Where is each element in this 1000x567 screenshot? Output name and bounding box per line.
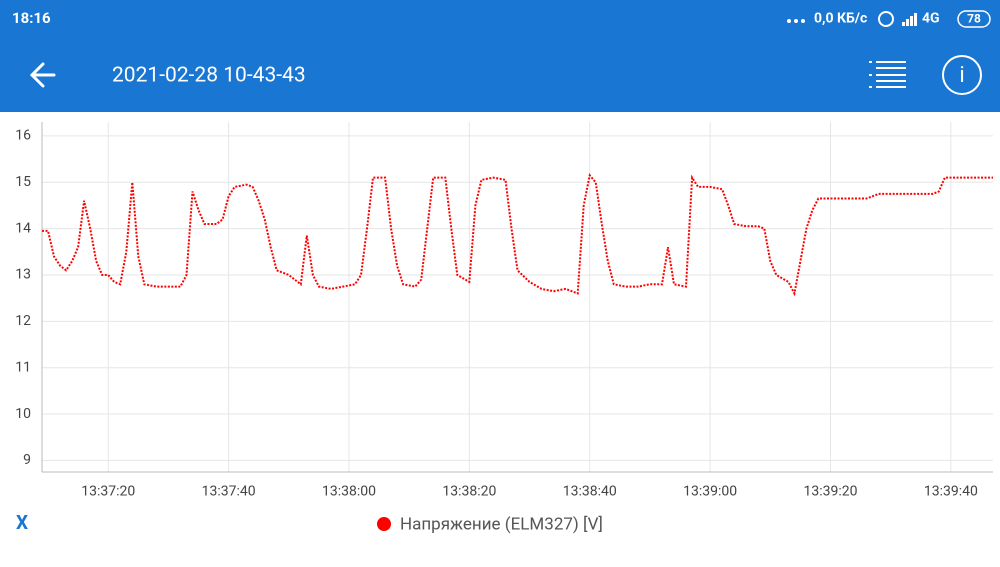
list-button[interactable]: [869, 61, 906, 88]
x-tick-label: 13:38:00: [322, 484, 376, 500]
network-type: 4G: [922, 11, 940, 27]
x-tick-label: 13:37:40: [202, 484, 256, 500]
plot: 9 10 11 12 13 14 15 16 13:37:20 13:37:40 13:38:00 1…: [15, 122, 993, 534]
alarm-icon: [878, 11, 894, 27]
app-bar: [0, 0, 1000, 112]
x-tick-label: 13:39:00: [683, 484, 737, 500]
x-tick-label: 13:39:40: [924, 484, 978, 500]
battery-icon: [957, 10, 991, 28]
y-tick-label: 11: [15, 359, 31, 375]
y-tick-label: 15: [15, 174, 31, 190]
x-tick-label: 13:38:20: [442, 484, 496, 500]
x-tick-label: 13:39:20: [803, 484, 857, 500]
network-speed: 0,0 КБ/с: [814, 11, 867, 27]
legend-marker: [377, 517, 391, 531]
back-button[interactable]: [29, 62, 56, 88]
axis-button[interactable]: X: [16, 511, 28, 534]
y-tick-label: 16: [15, 128, 31, 144]
y-tick-label: 12: [15, 313, 31, 329]
x-tick-label: 13:37:20: [81, 484, 135, 500]
battery-level: 78: [967, 12, 981, 26]
x-tick-label: 13:38:40: [563, 484, 617, 500]
y-tick-label: 9: [23, 452, 31, 468]
legend-label: Напряжение (ELM327) [V]: [400, 514, 603, 534]
status-time: 18:16: [12, 9, 51, 27]
status-dots: [787, 19, 805, 23]
svg-text:i: i: [959, 63, 964, 88]
signal-icon: [902, 13, 917, 26]
info-button[interactable]: i: [942, 55, 982, 95]
y-tick-label: 13: [15, 267, 31, 283]
y-tick-label: 14: [15, 220, 31, 236]
page-title: 2021-02-28 10-43-43: [112, 64, 306, 88]
y-tick-label: 10: [15, 406, 31, 422]
data-line: [42, 173, 993, 297]
